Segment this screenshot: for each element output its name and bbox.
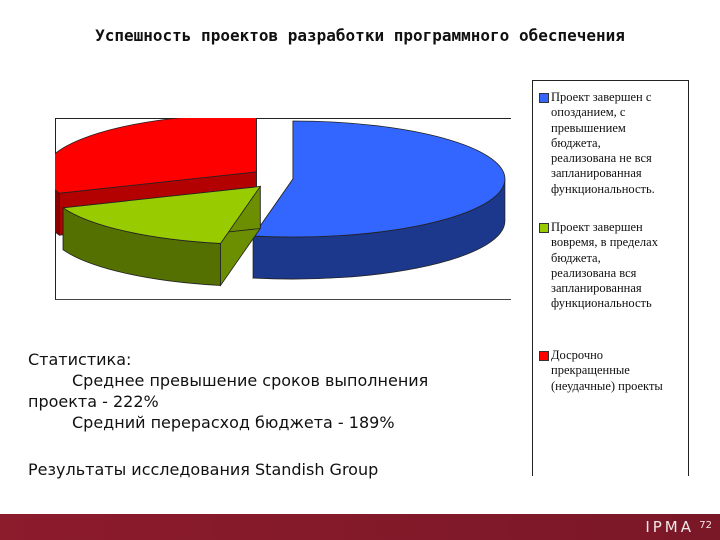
legend-item-red: Досрочно прекращенные (неудачные) проект…	[539, 348, 684, 394]
legend-label-blue: Проект завершен с опозданием, с превышен…	[551, 90, 655, 196]
page-number: 72	[699, 520, 712, 531]
legend-item-blue: Проект завершен с опозданием, с превышен…	[539, 90, 684, 197]
legend-swatch-red	[539, 351, 549, 361]
pie-slice-rim	[55, 189, 60, 236]
pie-slice-top	[62, 185, 262, 244]
stats-line-budget: Средний перерасход бюджета - 189%	[72, 413, 395, 432]
source-note: Результаты исследования Standish Group	[28, 460, 379, 479]
pie-slice-top	[252, 120, 506, 238]
pie-slices	[55, 118, 506, 287]
stats-line-schedule-cont: проекта - 222%	[28, 392, 159, 411]
pie-slice-top	[55, 118, 257, 194]
legend-label-red: Досрочно прекращенные (неудачные) проект…	[551, 348, 663, 393]
stats-line-schedule: Среднее превышение сроков выполнения	[72, 371, 429, 390]
chart-legend: Проект завершен с опозданием, с превышен…	[532, 80, 689, 476]
legend-label-green: Проект завершен вовремя, в пределах бюдж…	[551, 220, 658, 311]
stats-heading: Статистика:	[28, 350, 132, 369]
pie-slice	[252, 120, 506, 280]
legend-swatch-green	[539, 223, 549, 233]
pie-slice	[62, 185, 262, 287]
footer-bar: IPMA 72	[0, 514, 720, 540]
legend-swatch-blue	[539, 93, 549, 103]
slide-title: Успешность проектов разработки программн…	[95, 26, 625, 45]
ipma-logo: IPMA	[645, 518, 694, 536]
legend-item-green: Проект завершен вовремя, в пределах бюдж…	[539, 220, 684, 312]
pie-chart	[55, 118, 506, 287]
statistics-block: Статистика: Среднее превышение сроков вы…	[28, 349, 428, 433]
